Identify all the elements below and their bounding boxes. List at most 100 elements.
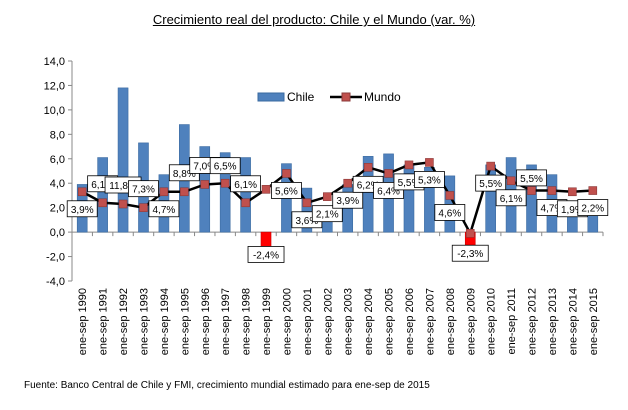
x-tick-label: ene-sep 1993 bbox=[138, 288, 150, 355]
source-note: Fuente: Banco Central de Chile y FMI, cr… bbox=[24, 380, 430, 391]
data-label: 6,2% bbox=[357, 180, 380, 191]
legend-marker-mundo bbox=[341, 92, 351, 102]
marker-mundo bbox=[506, 176, 516, 186]
x-tick-label: ene-sep 1991 bbox=[98, 288, 110, 355]
data-label: 6,1% bbox=[234, 180, 257, 191]
data-label: 1,9% bbox=[561, 205, 584, 216]
marker-mundo bbox=[302, 198, 312, 208]
x-tick-label: ene-sep 2011 bbox=[506, 288, 518, 354]
bar-chile bbox=[117, 87, 129, 233]
data-label: 5,6% bbox=[275, 186, 298, 197]
data-label: 5,3% bbox=[418, 175, 441, 186]
bar-chile bbox=[424, 167, 435, 233]
marker-mundo bbox=[98, 198, 107, 208]
data-label: 2,1% bbox=[316, 210, 339, 221]
data-label: 7,3% bbox=[132, 185, 155, 196]
x-tick-label: ene-sep 2014 bbox=[567, 288, 579, 355]
marker-mundo bbox=[404, 160, 414, 170]
marker-mundo bbox=[241, 198, 250, 208]
data-label-box bbox=[66, 200, 98, 218]
data-label: 4,7% bbox=[541, 204, 564, 215]
marker-mundo bbox=[159, 187, 169, 197]
marker-mundo bbox=[445, 191, 455, 200]
x-tick-label: ene-sep 2010 bbox=[486, 288, 498, 355]
y-tick-label: 0,0 bbox=[50, 227, 65, 239]
x-tick-label: ene-sep 1999 bbox=[261, 288, 273, 355]
marker-mundo bbox=[200, 180, 210, 189]
x-tick-label: ene-sep 2000 bbox=[281, 288, 293, 355]
data-label: 8,8% bbox=[173, 169, 196, 180]
marker-mundo bbox=[568, 187, 577, 197]
data-label-box bbox=[209, 157, 241, 175]
legend-label-mundo: Mundo bbox=[364, 90, 401, 104]
marker-mundo bbox=[118, 199, 128, 209]
marker-mundo bbox=[139, 203, 148, 212]
bar-chile bbox=[526, 164, 537, 233]
x-tick-label: ene-sep 2009 bbox=[465, 288, 477, 355]
marker-mundo bbox=[343, 178, 353, 188]
marker-mundo bbox=[425, 158, 434, 167]
y-tick-label: 8,0 bbox=[50, 129, 65, 141]
data-label: 2,2% bbox=[581, 204, 604, 215]
y-tick-label: 12,0 bbox=[44, 80, 65, 92]
marker-mundo bbox=[282, 169, 291, 178]
marker-mundo bbox=[384, 169, 393, 178]
data-label-box bbox=[475, 174, 507, 192]
data-label: 6,5% bbox=[214, 162, 237, 173]
data-label-box bbox=[414, 171, 445, 188]
data-label-box bbox=[516, 169, 547, 187]
y-tick-label: 10,0 bbox=[44, 105, 65, 117]
data-label: 7,0% bbox=[193, 161, 216, 172]
data-label: 5,5% bbox=[398, 178, 421, 189]
legend-swatch-chile bbox=[257, 92, 285, 102]
x-tick-label: ene-sep 2005 bbox=[384, 288, 396, 355]
x-tick-label: ene-sep 1994 bbox=[159, 288, 171, 355]
data-label-box bbox=[434, 204, 466, 221]
data-label: 4,7% bbox=[153, 205, 176, 216]
x-tick-label: ene-sep 2003 bbox=[343, 288, 355, 355]
y-tick-label: 4,0 bbox=[50, 178, 65, 190]
x-tick-label: ene-sep 2006 bbox=[404, 288, 416, 355]
bar-chile bbox=[301, 187, 313, 233]
data-label: 11,8% bbox=[109, 181, 137, 192]
data-label: 5,5% bbox=[479, 179, 502, 190]
x-tick-label: ene-sep 2008 bbox=[445, 288, 457, 355]
data-label: -2,3% bbox=[457, 249, 483, 260]
y-tick-label: 6,0 bbox=[50, 154, 65, 166]
y-tick-label: 14,0 bbox=[44, 56, 65, 68]
marker-mundo bbox=[547, 186, 557, 195]
x-tick-label: ene-sep 1995 bbox=[179, 288, 191, 355]
data-label-box bbox=[332, 191, 364, 209]
data-label: 5,5% bbox=[520, 174, 543, 185]
legend-label-chile: Chile bbox=[287, 90, 315, 104]
data-label: -2,4% bbox=[253, 250, 279, 261]
chart-title: Crecimiento real del producto: Chile y e… bbox=[152, 12, 476, 27]
data-label-box bbox=[577, 199, 609, 216]
marker-mundo bbox=[465, 229, 475, 238]
data-label-box bbox=[247, 246, 285, 263]
marker-mundo bbox=[261, 185, 271, 194]
marker-mundo bbox=[363, 163, 373, 172]
x-tick-label: ene-sep 1990 bbox=[77, 288, 89, 355]
data-label: 6,4% bbox=[377, 186, 400, 197]
plot-area: -4,0 -2,0 0,0 2,0 4,0 6,0 8,0 10,0 12,0 14,0 ene-s… bbox=[44, 56, 609, 355]
marker-mundo bbox=[322, 192, 332, 201]
data-label: 3,9% bbox=[336, 196, 359, 207]
marker-mundo bbox=[77, 187, 87, 197]
marker-mundo bbox=[180, 187, 189, 197]
x-tick-label: ene-sep 2002 bbox=[322, 288, 334, 355]
x-tick-label: ene-sep 2001 bbox=[302, 288, 314, 355]
bar-chile bbox=[97, 157, 108, 233]
data-label: 4,6% bbox=[438, 208, 461, 219]
marker-mundo bbox=[527, 186, 536, 195]
x-tick-label: ene-sep 2007 bbox=[424, 288, 436, 355]
bar-chile bbox=[199, 146, 211, 233]
data-label: 6,1% bbox=[91, 180, 114, 191]
x-tick-label: ene-sep 1996 bbox=[200, 288, 212, 355]
marker-mundo bbox=[220, 178, 230, 188]
x-tick-label: ene-sep 2004 bbox=[363, 288, 375, 355]
data-label-box bbox=[311, 205, 343, 223]
data-label: 6,1% bbox=[500, 194, 523, 205]
bar-chile bbox=[362, 156, 374, 233]
